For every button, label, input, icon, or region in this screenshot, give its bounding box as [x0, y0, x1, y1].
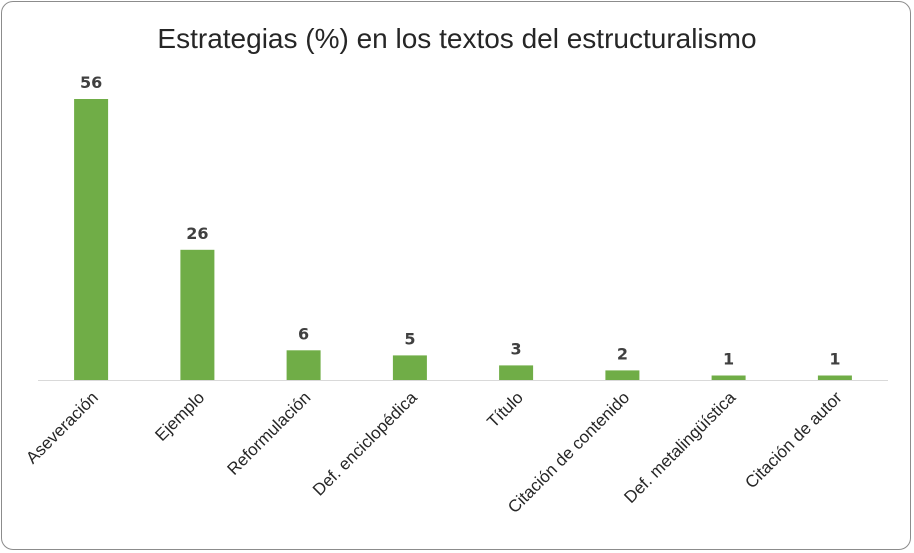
- x-tick-label-4: Título: [483, 388, 527, 432]
- data-label-1: 26: [186, 224, 208, 243]
- x-tick-label-3: Def. enciclopédica: [309, 388, 421, 500]
- x-tick-label-1: Ejemplo: [151, 388, 208, 445]
- x-tick-label-6: Def. metalingüística: [620, 388, 739, 507]
- data-labels-group: 56 26 6 5 3 2 1 1: [80, 73, 841, 369]
- data-label-6: 1: [723, 350, 734, 369]
- x-tick-label-2: Reformulación: [223, 388, 314, 479]
- bar-5: [605, 370, 640, 381]
- bar-2: [286, 350, 321, 381]
- data-label-5: 2: [617, 344, 628, 363]
- data-label-0: 56: [80, 73, 102, 92]
- x-tick-label-0: Aseveración: [22, 388, 102, 468]
- bar-0: [74, 99, 109, 381]
- x-tick-label-5: Citación de contenido: [504, 388, 633, 517]
- bar-7: [817, 375, 852, 381]
- x-tick-label-7: Citación de autor: [741, 388, 846, 493]
- bar-6: [711, 375, 746, 381]
- data-label-2: 6: [298, 324, 309, 343]
- chart-title: Estrategias (%) en los textos del estruc…: [157, 23, 756, 54]
- data-label-4: 3: [511, 339, 522, 358]
- bars-group: [74, 99, 852, 381]
- bar-3: [392, 355, 427, 381]
- bar-4: [499, 365, 534, 381]
- data-label-3: 5: [404, 329, 415, 348]
- data-label-7: 1: [829, 350, 840, 369]
- bar-1: [180, 249, 215, 381]
